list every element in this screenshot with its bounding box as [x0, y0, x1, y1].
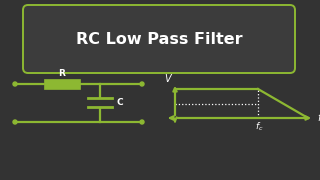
Text: $f_c$: $f_c$	[255, 121, 263, 133]
Text: V: V	[165, 74, 171, 84]
Text: f: f	[317, 113, 320, 123]
Circle shape	[140, 82, 144, 86]
Text: RC Low Pass Filter: RC Low Pass Filter	[76, 31, 242, 46]
Circle shape	[13, 120, 17, 124]
Circle shape	[13, 82, 17, 86]
FancyBboxPatch shape	[23, 5, 295, 73]
Circle shape	[140, 120, 144, 124]
Bar	[44, 79, 80, 89]
Text: C: C	[117, 98, 123, 107]
Text: R: R	[59, 69, 65, 78]
